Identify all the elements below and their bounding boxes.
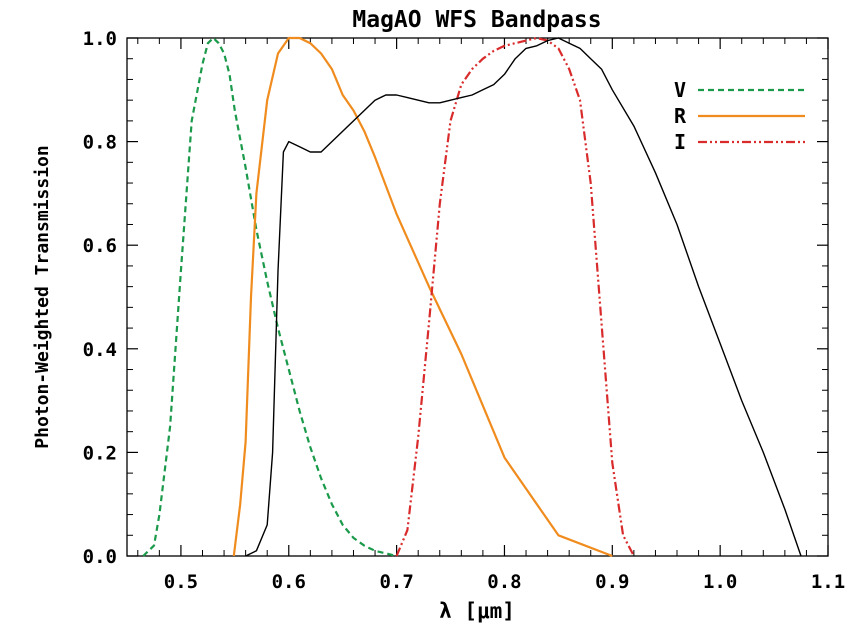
x-tick-label: 1.0 [703,571,737,593]
x-tick-label: 1.1 [811,571,845,593]
series-line-i [395,36,635,557]
plot-area-frame [126,37,829,557]
chart-title: MagAO WFS Bandpass [352,7,601,33]
y-tick-label: 0.0 [83,546,117,568]
axis-tick-labels: 0.5 0.6 0.7 0.8 0.9 1.0 1.1 0.0 0.2 0.4 0.6 0.8 1.0 [83,28,845,593]
y-tick-label: 1.0 [83,28,117,50]
y-tick-label: 0.8 [83,132,117,154]
x-tick-label: 0.7 [379,571,413,593]
x-tick-label: 0.8 [487,571,521,593]
series-line-wfs-response [245,37,802,557]
y-tick-label: 0.4 [83,339,117,361]
y-tick-label: 0.2 [83,442,117,464]
legend-label-r: R [674,104,687,128]
axis-ticks [127,37,829,557]
y-axis-label: Photon-Weighted Transmission [32,145,53,448]
x-axis-label: λ [μm] [439,599,515,623]
x-tick-label: 0.5 [164,571,198,593]
series-line-v [142,36,397,558]
y-tick-label: 0.6 [83,235,117,257]
x-tick-label: 0.9 [595,571,629,593]
data-series [142,36,802,558]
x-tick-label: 0.6 [272,571,306,593]
legend: VRI [674,78,805,154]
legend-label-v: V [674,78,686,102]
series-line-r [232,36,613,558]
legend-label-i: I [674,130,686,154]
